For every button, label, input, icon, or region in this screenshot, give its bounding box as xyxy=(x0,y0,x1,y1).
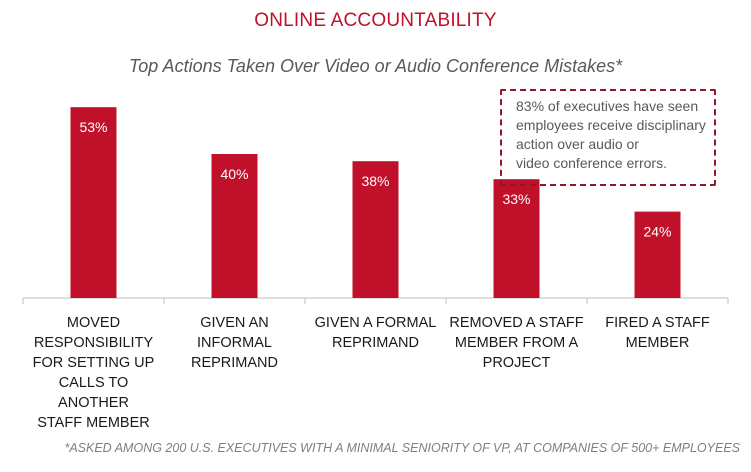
category-label-line: REPRIMAND xyxy=(190,355,278,371)
category-label: FIRED A STAFF MEMBER xyxy=(588,313,728,353)
bar xyxy=(634,211,681,298)
data-label: 38% xyxy=(361,173,389,189)
bar xyxy=(211,154,258,298)
category-label-line: STAFF MEMBER xyxy=(37,415,150,431)
data-label: 40% xyxy=(220,166,248,182)
data-label: 33% xyxy=(502,191,530,207)
bar xyxy=(493,179,540,298)
category-label: GIVEN A FORMAL REPRIMAND xyxy=(306,313,446,353)
category-label-line: REMOVED A STAFF xyxy=(449,315,584,331)
callout-line: employees receive disciplinary xyxy=(516,117,706,133)
chart-subtitle: Top Actions Taken Over Video or Audio Co… xyxy=(128,56,623,76)
category-label-line: RESPONSIBILITY xyxy=(33,335,154,351)
category-label-line: PROJECT xyxy=(482,355,551,371)
category-label-line: FOR SETTING UP xyxy=(32,355,155,371)
data-label: 53% xyxy=(79,119,107,135)
callout-box: 83% of executives have seen employees re… xyxy=(500,89,716,186)
category-label: MOVED RESPONSIBILITY FOR SETTING UP CALLS T… xyxy=(24,313,164,433)
category-label: REMOVED A STAFF MEMBER FROM A PROJECT xyxy=(447,313,587,373)
data-label: 24% xyxy=(643,224,671,240)
footnote: *ASKED AMONG 200 U.S. EXECUTIVES WITH A … xyxy=(64,441,740,455)
chart-title: ONLINE ACCOUNTABILITY xyxy=(254,10,497,31)
callout-line: action over audio or xyxy=(516,136,639,152)
category-label-line: MOVED xyxy=(66,315,121,331)
bar xyxy=(352,161,399,298)
category-label-line: REPRIMAND xyxy=(331,335,419,351)
category-label-line: FIRED A STAFF xyxy=(605,315,710,331)
callout-line: video conference errors. xyxy=(516,155,667,171)
bar xyxy=(70,107,117,298)
category-label-line: MEMBER xyxy=(625,335,690,351)
category-label-line: GIVEN AN INFORMAL xyxy=(197,315,272,351)
category-label-line: GIVEN A FORMAL xyxy=(314,315,437,331)
callout-line: 83% of executives have seen xyxy=(516,98,699,114)
category-label-line: MEMBER FROM A xyxy=(454,335,579,351)
category-label: GIVEN AN INFORMAL REPRIMAND xyxy=(165,313,305,373)
category-label-line: CALLS TO ANOTHER xyxy=(58,375,129,411)
